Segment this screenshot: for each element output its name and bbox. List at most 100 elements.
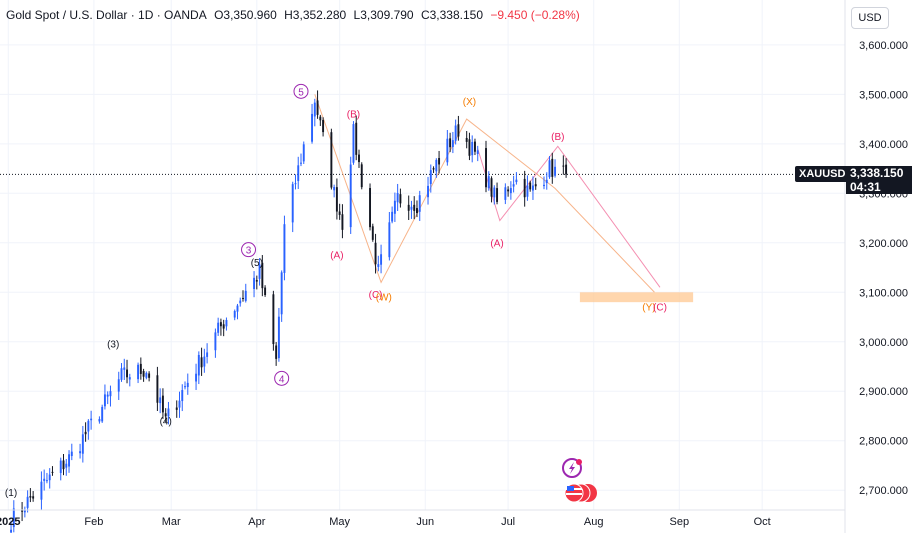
candle <box>341 204 344 239</box>
candle <box>493 185 496 205</box>
svg-text:(B): (B) <box>347 110 360 121</box>
wave-label[interactable]: (X) <box>463 97 476 108</box>
candle <box>12 500 15 533</box>
candle <box>507 186 510 197</box>
candle <box>253 271 256 298</box>
orange-wave-path[interactable] <box>314 94 655 293</box>
wave-label-circled[interactable]: 5 <box>293 83 309 99</box>
candle <box>109 385 112 407</box>
candle <box>449 132 452 153</box>
candle <box>531 176 534 200</box>
x-tick-label: Jul <box>501 516 515 528</box>
wave-label[interactable]: (B) <box>347 110 360 121</box>
candle <box>333 184 336 198</box>
wave-label[interactable]: (A) <box>330 251 343 262</box>
candle <box>29 488 32 503</box>
x-tick-label: Jun <box>416 516 434 528</box>
candle <box>435 158 438 178</box>
wave-label[interactable]: (C) <box>653 303 667 314</box>
candle <box>120 363 123 382</box>
candle <box>554 159 557 178</box>
last-price-value: 3,338.150 <box>850 166 904 181</box>
candle <box>184 381 186 390</box>
currency-button[interactable]: USD <box>851 7 889 29</box>
candle <box>145 371 148 380</box>
wave-label[interactable]: (1) <box>5 488 17 499</box>
candle <box>543 176 545 190</box>
candle <box>217 317 220 336</box>
symbol-title: Gold Spot / U.S. Dollar · 1D · OANDA <box>6 8 207 22</box>
candle <box>175 400 178 418</box>
target-zone[interactable] <box>579 292 694 303</box>
candle <box>534 177 537 190</box>
wave-label-circled[interactable]: 4 <box>274 370 290 386</box>
svg-text:(C): (C) <box>369 290 383 301</box>
candle <box>429 164 432 193</box>
candle <box>186 373 189 395</box>
wave-label[interactable]: (W) <box>376 293 392 304</box>
candle <box>313 98 316 127</box>
candle <box>393 192 396 222</box>
candle <box>137 362 140 384</box>
wave-label[interactable]: (Y) <box>642 303 655 314</box>
ideas-icon[interactable] <box>562 458 582 478</box>
event-icons[interactable] <box>560 456 600 504</box>
candle <box>159 388 162 414</box>
candle <box>512 175 515 193</box>
wave-label[interactable]: (4) <box>160 416 172 427</box>
price-axis[interactable]: 3,600.0003,500.0003,400.0003,300.0003,20… <box>844 0 908 533</box>
candle <box>515 172 518 185</box>
candle <box>446 129 449 166</box>
candle <box>529 180 532 192</box>
wave-label-circled[interactable]: 3 <box>241 242 257 258</box>
candle <box>261 255 264 297</box>
candle <box>476 145 479 162</box>
svg-text:3: 3 <box>246 246 252 257</box>
candle <box>148 371 151 382</box>
wave-label[interactable]: (3) <box>107 340 119 351</box>
candle <box>214 328 217 358</box>
pink-wave-path[interactable] <box>477 145 661 288</box>
candle <box>545 172 548 190</box>
svg-text:(4): (4) <box>160 416 172 427</box>
y-tick-label: 2,800.000 <box>859 436 908 448</box>
chart-legend: Gold Spot / U.S. Dollar · 1D · OANDA O3,… <box>6 8 584 22</box>
candle <box>487 171 490 191</box>
candle <box>32 491 35 502</box>
candle <box>377 255 380 272</box>
candle <box>264 285 267 297</box>
candle <box>355 115 358 161</box>
candle <box>407 195 410 220</box>
symbol-price-label: XAUUSD <box>795 166 850 183</box>
wave-label[interactable]: (B) <box>551 132 564 143</box>
y-tick-label: 3,000.000 <box>859 337 908 349</box>
candle <box>302 141 305 164</box>
candle <box>509 181 512 200</box>
y-tick-label: 3,200.000 <box>859 238 908 250</box>
x-tick-label: Aug <box>584 516 604 528</box>
candle <box>40 471 43 510</box>
last-price-label: 3,338.150 04:31 <box>846 166 912 195</box>
candle <box>526 175 529 201</box>
candle <box>374 233 377 274</box>
svg-text:(A): (A) <box>330 251 343 262</box>
candle <box>178 391 181 418</box>
wave-label[interactable]: (5) <box>251 258 263 269</box>
svg-text:(A): (A) <box>490 238 503 249</box>
candle <box>244 283 247 303</box>
candle <box>106 391 109 405</box>
candle <box>371 223 374 242</box>
wave-labels: (1)(3)(4)(5)534(B)(A)(C)(W)(X)(A)(B)(Y)(… <box>5 83 667 499</box>
candle <box>70 443 73 461</box>
time-axis[interactable]: 2025 Feb Mar Apr May Jun Jul Aug Sep Oct <box>0 509 845 528</box>
x-tick-label: Sep <box>670 516 690 528</box>
candle <box>294 174 297 190</box>
wave-label[interactable]: (C) <box>369 290 383 301</box>
wave-label[interactable]: (A) <box>490 238 503 249</box>
candle <box>219 318 222 336</box>
svg-text:5: 5 <box>298 87 304 98</box>
candle <box>65 458 68 476</box>
us-flag-icon[interactable] <box>564 483 597 503</box>
svg-text:(B): (B) <box>551 132 564 143</box>
